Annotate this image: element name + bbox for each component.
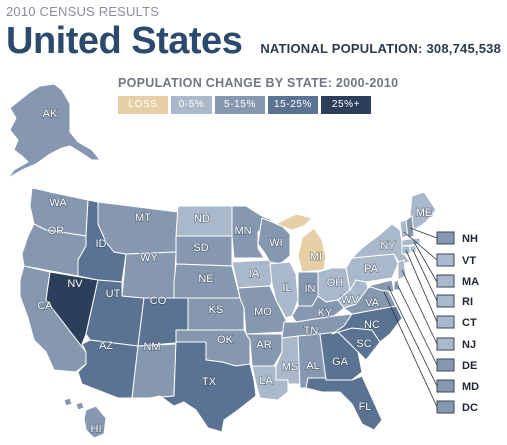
sidebox-label-NJ: NJ (462, 339, 476, 351)
label-FL: FL (359, 401, 372, 413)
label-MO: MO (254, 306, 272, 318)
label-AZ: AZ (99, 340, 113, 352)
label-AL: AL (306, 360, 319, 372)
label-IL: IL (282, 282, 291, 294)
legend-item-25plus[interactable]: 25%+ (321, 96, 371, 114)
sidebox-MD[interactable] (436, 379, 455, 393)
state-NH[interactable] (405, 215, 415, 239)
sidebox-label-RI: RI (462, 296, 473, 308)
label-MN: MN (234, 225, 251, 237)
state-MI[interactable] (275, 213, 327, 273)
sidebox-DE[interactable] (436, 358, 455, 372)
label-OK: OK (217, 334, 234, 346)
label-NM: NM (143, 341, 160, 353)
state-ME[interactable] (409, 191, 437, 231)
label-ME: ME (416, 207, 433, 219)
label-PA: PA (364, 263, 379, 275)
sidebox-NH[interactable] (436, 231, 455, 245)
label-TX: TX (202, 376, 217, 388)
label-OH: OH (327, 277, 344, 289)
page-title: United States (6, 20, 243, 62)
label-NC: NC (364, 319, 380, 331)
label-SD: SD (193, 242, 208, 254)
map-subtitle: POPULATION CHANGE BY STATE: 2000-2010 (118, 76, 399, 90)
label-WA: WA (49, 197, 67, 209)
label-NE: NE (198, 273, 213, 285)
state-HI[interactable] (63, 397, 107, 439)
label-SC: SC (356, 338, 371, 350)
sidebox-label-MA: MA (462, 276, 479, 288)
legend-item-loss[interactable]: LOSS (118, 96, 168, 114)
label-MI: MI (310, 251, 322, 263)
state-MA[interactable] (401, 237, 421, 247)
label-KY: KY (318, 307, 333, 319)
label-LA: LA (259, 375, 273, 387)
label-GA: GA (332, 356, 349, 368)
state-AK[interactable] (7, 83, 101, 179)
eyebrow-label: 2010 CENSUS RESULTS (6, 4, 160, 19)
label-MS: MS (282, 361, 299, 373)
leader-lines (383, 227, 438, 408)
legend-item-15-25[interactable]: 15-25% (268, 96, 318, 114)
state-RI[interactable] (409, 245, 417, 253)
label-NY: NY (380, 240, 396, 252)
sidebox-DC[interactable] (436, 400, 455, 414)
sidebox-label-VT: VT (462, 255, 476, 267)
label-OR: OR (48, 225, 65, 237)
label-WI: WI (269, 237, 282, 249)
label-KS: KS (209, 304, 224, 316)
sidebox-label-MD: MD (462, 381, 479, 393)
national-population: NATIONAL POPULATION: 308,745,538 (260, 41, 501, 56)
label-HI: HI (91, 423, 102, 435)
state-MD[interactable] (367, 279, 395, 293)
sidebox-RI[interactable] (436, 294, 455, 308)
state-TX[interactable] (149, 341, 257, 433)
legend-item-5-15[interactable]: 5-15% (215, 96, 265, 114)
state-NC[interactable] (331, 305, 403, 343)
sidebox-label-NH: NH (462, 233, 478, 245)
label-TN: TN (304, 325, 319, 337)
label-IN: IN (305, 283, 316, 295)
sidebox-label-CT: CT (462, 317, 477, 329)
national-population-label: NATIONAL POPULATION: (260, 41, 423, 56)
national-population-value: 308,745,538 (426, 41, 501, 56)
legend-item-0-5[interactable]: 0-5% (171, 96, 212, 114)
label-UT: UT (106, 288, 121, 300)
label-CO: CO (150, 295, 167, 307)
sidebox-label-DC: DC (462, 402, 478, 414)
state-MT[interactable] (97, 201, 179, 255)
sidebox-NJ[interactable] (436, 337, 455, 351)
label-IA: IA (249, 268, 260, 280)
label-AK: AK (43, 108, 58, 120)
state-KS[interactable] (187, 297, 245, 331)
sidebox-MA[interactable] (436, 274, 455, 288)
label-NV: NV (67, 278, 83, 290)
label-AR: AR (256, 339, 271, 351)
sidebox-CT[interactable] (436, 315, 455, 329)
label-WY: WY (140, 252, 158, 264)
state-FL[interactable] (305, 375, 383, 431)
label-VA: VA (365, 297, 380, 309)
sidebox-VT[interactable] (436, 253, 455, 267)
sidebox-label-DE: DE (462, 360, 477, 372)
label-ID: ID (96, 238, 107, 250)
label-MT: MT (135, 212, 151, 224)
label-WV: WV (341, 294, 359, 306)
label-ND: ND (194, 213, 210, 225)
label-CA: CA (37, 300, 53, 312)
